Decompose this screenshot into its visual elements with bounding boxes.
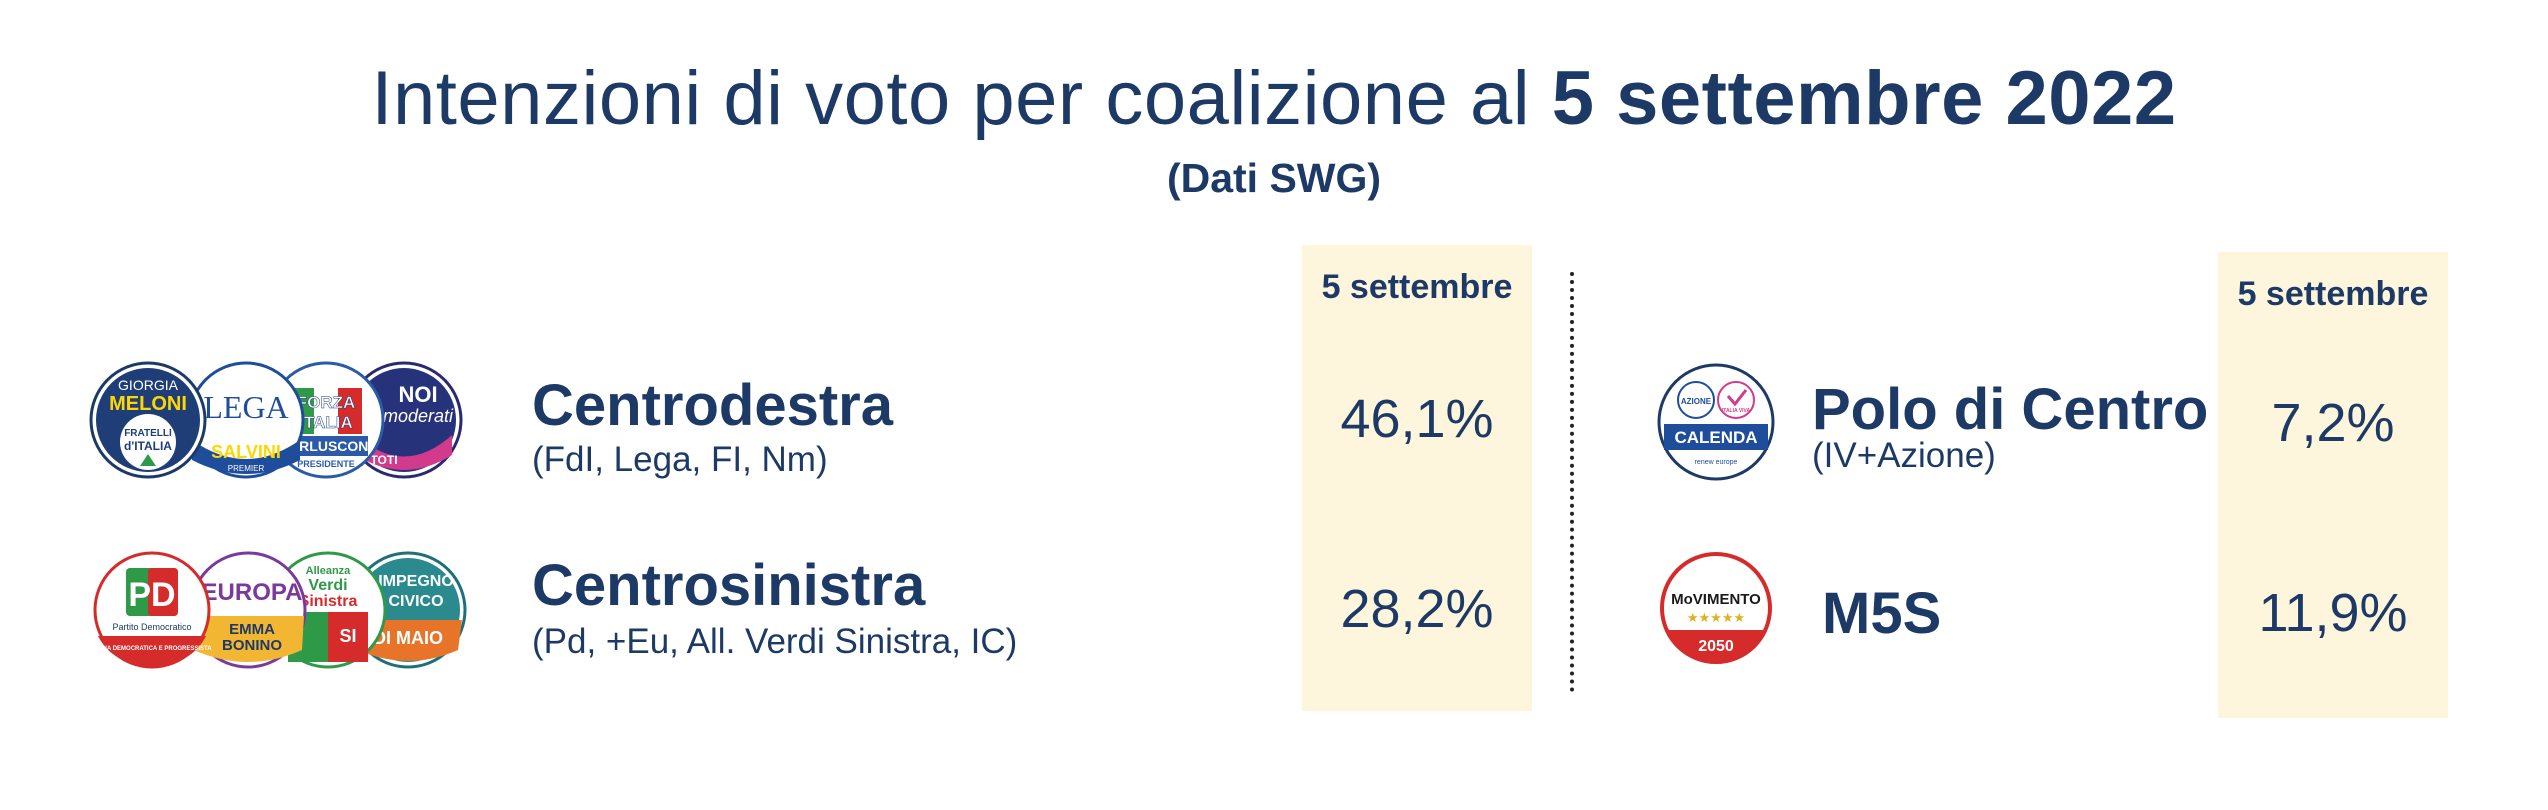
- lega-text-2: SALVINI: [211, 442, 281, 462]
- centrosinistra-logos: IMPEGNO CIVICO DI MAIO Alleanza Verdi Si…: [92, 550, 472, 670]
- pe-text-3: BONINO: [222, 637, 282, 654]
- centrodestra-value: 46,1%: [1340, 389, 1494, 449]
- azione-italia-viva-logo: AZIONE ITALIA VIVA CALENDA renew europe: [1657, 363, 1775, 481]
- title-date: 5 settembre 2022: [1551, 56, 2177, 141]
- left-value-column: [1302, 245, 1532, 711]
- chart-subtitle: (Dati SWG): [1166, 155, 1382, 201]
- noi-moderati-text-2: moderati: [383, 406, 454, 426]
- movimento-5-stelle-logo: MoVIMENTO ★★★★★ 2050: [1660, 552, 1772, 664]
- avs-text-2: Verdi: [308, 577, 347, 594]
- az-text-4: renew europe: [1695, 459, 1738, 466]
- fdi-text-1: GIORGIA: [118, 377, 179, 393]
- az-text-1: AZIONE: [1681, 397, 1712, 406]
- fratelli-ditalia-logo: GIORGIA MELONI FRATELLI d'ITALIA: [89, 361, 207, 479]
- right-value-column: [2218, 252, 2448, 718]
- pd-text-2: Partito Democratico: [112, 622, 191, 632]
- polo-di-centro-value: 7,2%: [2271, 393, 2395, 453]
- ic-text-1: IMPEGNO: [378, 573, 454, 590]
- m5s-text-3: 2050: [1698, 638, 1734, 655]
- noi-moderati-text-3: TOTI: [370, 453, 397, 467]
- title-prefix: Intenzioni di voto per coalizione al: [371, 56, 1531, 141]
- avs-text-1: Alleanza: [306, 565, 352, 577]
- pd-text-1: PD: [128, 576, 175, 614]
- avs-text-4: SI: [339, 626, 356, 646]
- forza-italia-text-2: ITALIA: [299, 413, 353, 432]
- avs-text-3: Sinistra: [299, 593, 358, 610]
- centrodestra-parties: (FdI, Lega, FI, Nm): [532, 440, 828, 479]
- lega-text-1: LEGA: [203, 389, 288, 425]
- m5s-value: 11,9%: [2258, 583, 2408, 643]
- centrosinistra-value: 28,2%: [1340, 579, 1494, 639]
- fdi-text-2: MELONI: [109, 393, 187, 415]
- left-column-header: 5 settembre: [1321, 268, 1513, 306]
- az-text-2: ITALIA VIVA: [1722, 408, 1751, 414]
- pd-logo: PD Partito Democratico ITALIA DEMOCRATIC…: [92, 551, 212, 669]
- forza-italia-text-3: BERLUSCONI: [280, 438, 373, 454]
- centrodestra-logos-svg: NOI moderati TOTI FORZA ITALIA BERLUSCON…: [89, 361, 463, 479]
- polo-di-centro-logos-svg: AZIONE ITALIA VIVA CALENDA renew europe: [1657, 363, 1775, 481]
- ic-text-3: DI MAIO: [373, 628, 443, 648]
- forza-italia-text-4: PRESIDENTE: [297, 459, 355, 469]
- centrosinistra-parties: (Pd, +Eu, All. Verdi Sinistra, IC): [532, 622, 1018, 661]
- fdi-text-4: d'ITALIA: [124, 439, 172, 453]
- pe-text-2: EMMA: [229, 621, 275, 638]
- m5s-logos: MoVIMENTO ★★★★★ 2050: [1660, 552, 1780, 672]
- lega-logo: LEGA SALVINI PREMIER: [187, 361, 305, 479]
- centrosinistra-logos-svg: IMPEGNO CIVICO DI MAIO Alleanza Verdi Si…: [92, 551, 467, 669]
- dotted-divider: [1570, 272, 1574, 692]
- piu-europa-logo: EUROPA EMMA BONINO: [189, 551, 307, 669]
- centrosinistra-name: Centrosinistra: [532, 553, 926, 618]
- pe-text-1: EUROPA: [202, 579, 303, 606]
- polo-di-centro-parties: (IV+Azione): [1812, 436, 1996, 475]
- m5s-name: M5S: [1822, 581, 1942, 646]
- lega-text-3: PREMIER: [228, 464, 265, 473]
- centrodestra-name: Centrodestra: [532, 373, 893, 438]
- fdi-text-3: FRATELLI: [124, 428, 172, 439]
- az-text-3: CALENDA: [1674, 428, 1757, 447]
- centrodestra-logos: NOI moderati TOTI FORZA ITALIA BERLUSCON…: [88, 360, 468, 480]
- pd-text-3: ITALIA DEMOCRATICA E PROGRESSISTA: [92, 646, 212, 652]
- m5s-text-2: ★★★★★: [1687, 611, 1745, 626]
- polo-di-centro-name: Polo di Centro: [1812, 377, 2209, 442]
- polo-di-centro-logos: AZIONE ITALIA VIVA CALENDA renew europe: [1656, 362, 1776, 482]
- forza-italia-text-1: FORZA: [297, 393, 356, 412]
- ic-text-2: CIVICO: [388, 593, 443, 610]
- m5s-logos-svg: MoVIMENTO ★★★★★ 2050: [1660, 552, 1772, 664]
- noi-moderati-text-1: NOI: [398, 382, 437, 407]
- m5s-text-1: MoVIMENTO: [1671, 591, 1761, 608]
- right-column-header: 5 settembre: [2237, 275, 2429, 313]
- chart-title: Intenzioni di voto per coalizione al 5 s…: [0, 55, 2548, 142]
